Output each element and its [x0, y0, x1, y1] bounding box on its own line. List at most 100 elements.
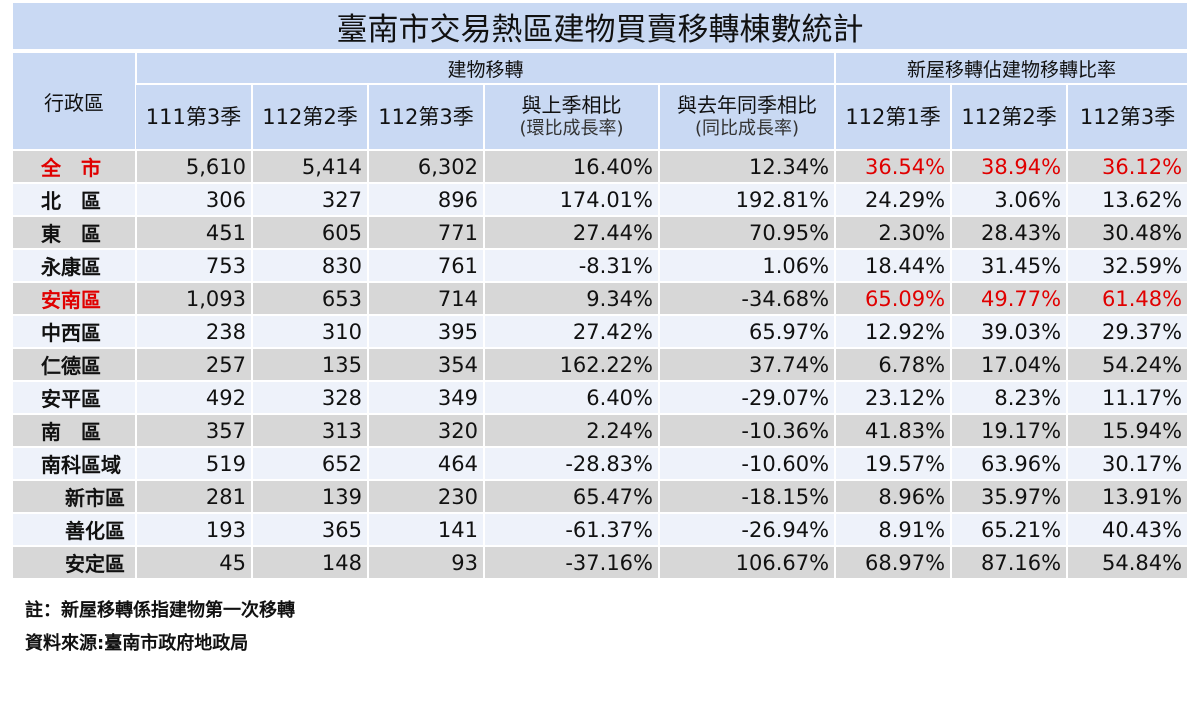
column-header-label: 112第2季 — [262, 104, 358, 129]
table-title: 臺南市交易熱區建物買賣移轉棟數統計 — [13, 3, 1187, 49]
new-house-ratio-cell: 15.94% — [1066, 414, 1188, 448]
new-house-ratio-cell: 11.17% — [1066, 381, 1188, 415]
column-header: 112第2季 — [251, 84, 368, 151]
transfer-value-cell: -28.83% — [483, 447, 659, 481]
column-header: 112第1季 — [834, 84, 952, 151]
transfer-value-cell: -26.94% — [657, 513, 836, 547]
new-house-ratio-cell: 18.44% — [834, 249, 952, 283]
column-header-label: 112第3季 — [378, 104, 474, 129]
transfer-value-cell: 106.67% — [657, 546, 836, 580]
transfer-value-cell: 605 — [251, 216, 368, 250]
transfer-value-cell: 141 — [367, 513, 484, 547]
table-row: 安南區 1,093 653 714 9.34% -34.68% 65.09% 49.77% 61… — [13, 282, 1188, 316]
new-house-ratio-group-header: 新屋移轉佔建物移轉比率 — [834, 53, 1188, 85]
new-house-ratio-cell: 38.94% — [950, 150, 1068, 184]
transfer-value-cell: 12.34% — [657, 150, 836, 184]
transfer-value-cell: 6.40% — [483, 381, 659, 415]
new-house-ratio-cell: 13.91% — [1066, 480, 1188, 514]
column-header-sublabel: (同比成長率) — [695, 118, 800, 140]
transfer-value-cell: 281 — [135, 480, 252, 514]
building-transfer-group-header: 建物移轉 — [134, 53, 836, 85]
new-house-ratio-cell: 19.57% — [834, 447, 952, 481]
new-house-ratio-cell: 13.62% — [1066, 183, 1188, 217]
column-header: 112第2季 — [950, 84, 1068, 151]
table-row: 南 區 357 313 320 2.24% -10.36% 41.83% 19.17% 15.9… — [13, 414, 1188, 448]
new-house-ratio-cell: 36.54% — [834, 150, 952, 184]
region-name: 安定區 — [13, 546, 136, 580]
table-header: 行政區 建物移轉 新屋移轉佔建物移轉比率 111第3季 112第2季 112第3季與… — [13, 53, 1188, 151]
region-name: 中西區 — [13, 315, 136, 349]
region-name: 善化區 — [13, 513, 136, 547]
new-house-ratio-cell: 6.78% — [834, 348, 952, 382]
column-header-label: 112第2季 — [961, 104, 1057, 129]
transfer-value-cell: 27.42% — [483, 315, 659, 349]
column-header: 112第3季 — [367, 84, 484, 151]
transfer-value-cell: 148 — [251, 546, 368, 580]
table-row: 北 區 306 327 896 174.01% 192.81% 24.29% 3.06% 13.… — [13, 183, 1188, 217]
column-header: 與去年同季相比 (同比成長率) — [657, 84, 836, 151]
column-header-label: 與上季相比 — [521, 93, 622, 118]
new-house-ratio-cell: 8.91% — [834, 513, 952, 547]
transfer-value-cell: 395 — [367, 315, 484, 349]
transfer-value-cell: -34.68% — [657, 282, 836, 316]
transfer-value-cell: 830 — [251, 249, 368, 283]
transfer-value-cell: 37.74% — [657, 348, 836, 382]
region-name: 南 區 — [13, 414, 136, 448]
transfer-value-cell: 328 — [251, 381, 368, 415]
new-house-ratio-cell: 54.24% — [1066, 348, 1188, 382]
table-row: 新市區 281 139 230 65.47% -18.15% 8.96% 35.97% 13.9… — [13, 480, 1188, 514]
region-name: 南科區域 — [13, 447, 136, 481]
transfer-value-cell: -10.60% — [657, 447, 836, 481]
new-house-ratio-cell: 29.37% — [1066, 315, 1188, 349]
transfer-value-cell: 230 — [367, 480, 484, 514]
new-house-ratio-cell: 61.48% — [1066, 282, 1188, 316]
table-row: 仁德區 257 135 354 162.22% 37.74% 6.78% 17.04% 54.2… — [13, 348, 1188, 382]
transfer-value-cell: 1,093 — [135, 282, 252, 316]
column-header-label: 112第1季 — [845, 104, 941, 129]
transfer-value-cell: 9.34% — [483, 282, 659, 316]
transfer-value-cell: 5,414 — [251, 150, 368, 184]
transfer-value-cell: -37.16% — [483, 546, 659, 580]
table-row: 安定區 45 148 93 -37.16% 106.67% 68.97% 87.16% 54.8… — [13, 546, 1188, 580]
transfer-value-cell: 45 — [135, 546, 252, 580]
note-source: 資料來源:臺南市政府地政局 — [25, 633, 249, 654]
column-header-label: 與去年同季相比 — [677, 93, 818, 118]
column-headers-row: 111第3季 112第2季 112第3季 與上季相比 (環比成長率) 與去年同季相比 (同比… — [13, 84, 1188, 151]
transfer-value-cell: 464 — [367, 447, 484, 481]
new-house-ratio-cell: 68.97% — [834, 546, 952, 580]
transfer-table: 行政區 建物移轉 新屋移轉佔建物移轉比率 111第3季 112第2季 112第3季與… — [13, 53, 1188, 580]
column-header-label: 112第3季 — [1079, 104, 1176, 129]
transfer-value-cell: 65.97% — [657, 315, 836, 349]
new-house-ratio-cell: 65.09% — [834, 282, 952, 316]
transfer-value-cell: 257 — [135, 348, 252, 382]
region-column-header: 行政區 — [13, 53, 136, 151]
region-name: 安南區 — [13, 282, 136, 316]
new-house-ratio-cell: 49.77% — [950, 282, 1068, 316]
table-row: 永康區 753 830 761 -8.31% 1.06% 18.44% 31.45% 32.59… — [13, 249, 1188, 283]
transfer-value-cell: -18.15% — [657, 480, 836, 514]
table-row: 中西區 238 310 395 27.42% 65.97% 12.92% 39.03% 29.3… — [13, 315, 1188, 349]
table-row: 安平區 492 328 349 6.40% -29.07% 23.12% 8.23% 11.17… — [13, 381, 1188, 415]
region-name: 東 區 — [13, 216, 136, 250]
new-house-ratio-cell: 30.17% — [1066, 447, 1188, 481]
new-house-ratio-cell: 41.83% — [834, 414, 952, 448]
transfer-value-cell: 2.24% — [483, 414, 659, 448]
new-house-ratio-cell: 30.48% — [1066, 216, 1188, 250]
new-house-ratio-cell: 32.59% — [1066, 249, 1188, 283]
transfer-value-cell: 5,610 — [135, 150, 252, 184]
table-row: 善化區 193 365 141 -61.37% -26.94% 8.91% 65.21% 40.… — [13, 513, 1188, 547]
table-body: 全 市 5,610 5,414 6,302 16.40% 12.34% 36.54% 38.9… — [13, 150, 1188, 580]
transfer-value-cell: 70.95% — [657, 216, 836, 250]
transfer-value-cell: 357 — [135, 414, 252, 448]
note-definition: 註：新屋移轉係指建物第一次移轉 — [25, 600, 295, 621]
transfer-value-cell: 761 — [367, 249, 484, 283]
new-house-ratio-cell: 19.17% — [950, 414, 1068, 448]
transfer-value-cell: 1.06% — [657, 249, 836, 283]
transfer-value-cell: 519 — [135, 447, 252, 481]
transfer-value-cell: 192.81% — [657, 183, 836, 217]
new-house-ratio-cell: 40.43% — [1066, 513, 1188, 547]
transfer-value-cell: 753 — [135, 249, 252, 283]
new-house-ratio-cell: 54.84% — [1066, 546, 1188, 580]
transfer-value-cell: 653 — [251, 282, 368, 316]
transfer-value-cell: 327 — [251, 183, 368, 217]
